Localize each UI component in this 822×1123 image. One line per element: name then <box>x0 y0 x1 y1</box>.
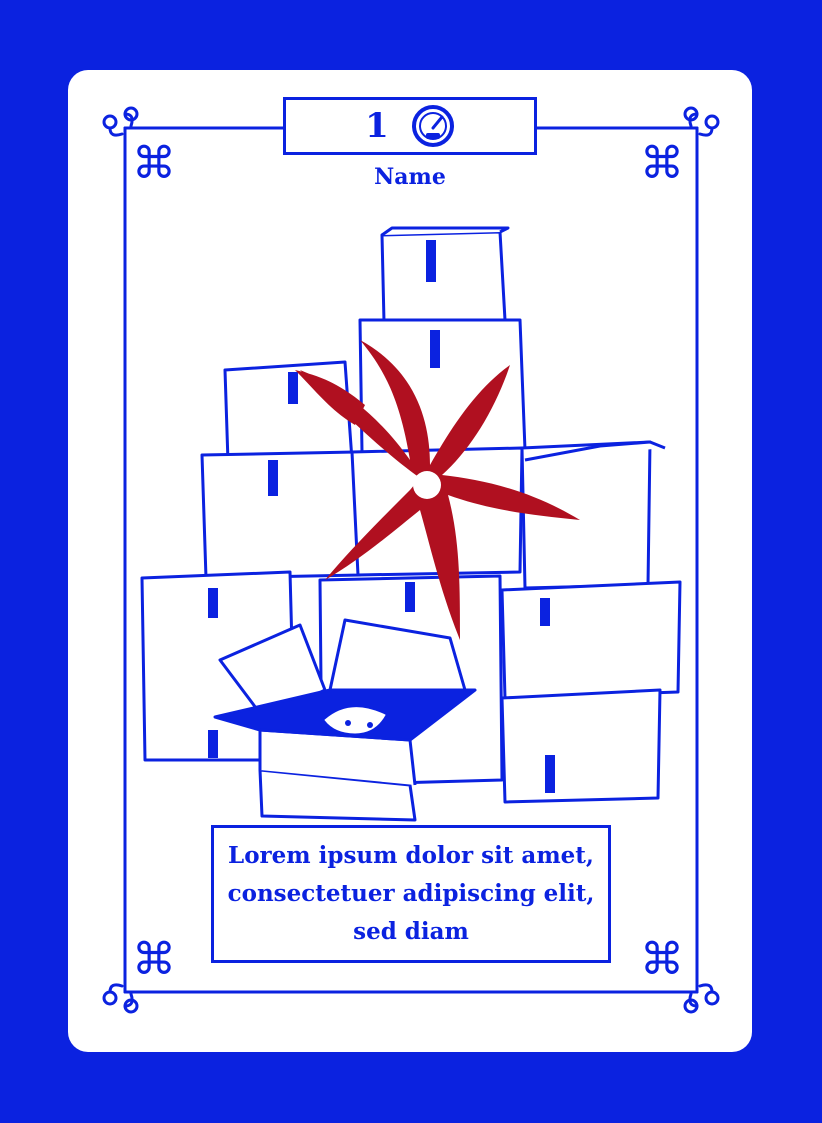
stacked-boxes-icon <box>140 226 682 822</box>
cost-box: 1 <box>283 97 537 155</box>
corner-symbol-top-left: ⌘ <box>132 138 176 189</box>
cat-in-box-icon <box>324 707 386 734</box>
corner-symbol-bottom-right: ⌘ <box>640 934 684 985</box>
flourish-bottom-right <box>683 983 720 1014</box>
card-illustration <box>140 226 682 822</box>
card-name: Name <box>374 164 446 190</box>
corner-symbol-bottom-left: ⌘ <box>132 934 176 985</box>
flourish-top-left <box>102 106 139 137</box>
cost-value: 1 <box>365 106 389 146</box>
flourish-top-right <box>683 106 720 137</box>
corner-symbol-top-right: ⌘ <box>640 138 684 189</box>
flourish-bottom-left <box>102 983 139 1014</box>
card-body-text: Lorem ipsum dolor sit amet, consectetuer… <box>227 842 595 945</box>
speedometer-icon <box>411 105 454 147</box>
shuriken-icon <box>295 340 580 640</box>
card-text-box: Lorem ipsum dolor sit amet, consectetuer… <box>211 825 611 963</box>
